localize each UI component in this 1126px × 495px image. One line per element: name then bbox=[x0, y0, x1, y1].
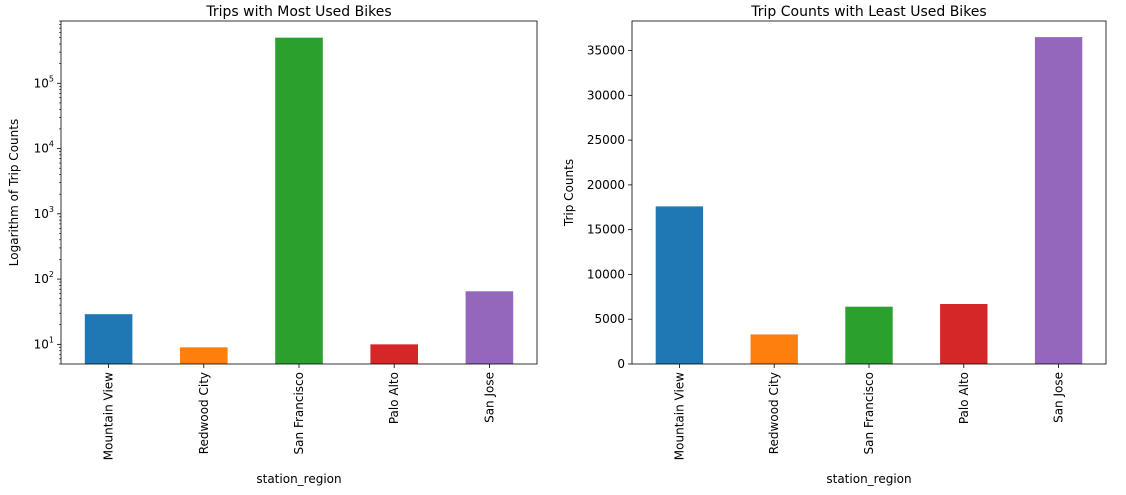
bar-san-jose bbox=[465, 291, 514, 364]
y-tick-label: 35000 bbox=[587, 44, 625, 58]
x-tick-label: Palo Alto bbox=[957, 372, 971, 424]
y-tick-label: 10000 bbox=[587, 267, 625, 281]
bar-san-francisco bbox=[845, 306, 893, 364]
bar-redwood-city bbox=[180, 347, 228, 364]
y-tick-label: 102 bbox=[34, 270, 54, 286]
chart-most-used-bikes: Trips with Most Used Bikes Mountain View R… bbox=[7, 4, 538, 486]
chart-title: Trip Counts with Least Used Bikes bbox=[750, 4, 986, 20]
y-tick-label: 105 bbox=[34, 74, 54, 90]
y-tick-label: 25000 bbox=[587, 133, 625, 147]
bar-mountain-view bbox=[655, 206, 704, 364]
y-tick-label: 30000 bbox=[587, 88, 625, 102]
y-tick-label: 104 bbox=[34, 140, 54, 156]
chart-title: Trips with Most Used Bikes bbox=[205, 4, 391, 20]
y-axis-label: Logarithm of Trip Counts bbox=[7, 119, 21, 266]
y-tick-label: 0 bbox=[617, 357, 625, 371]
bar-san-jose bbox=[1034, 37, 1083, 364]
bar-mountain-view bbox=[84, 314, 133, 364]
x-axis-label: station_region bbox=[256, 472, 341, 486]
bar-palo-alto bbox=[370, 344, 418, 364]
chart-least-used-bikes: Trip Counts with Least Used Bikes Mountai… bbox=[562, 4, 1107, 486]
x-tick-label: Mountain View bbox=[102, 372, 116, 460]
x-tick-label: Palo Alto bbox=[387, 372, 401, 424]
bar-san-francisco bbox=[275, 37, 323, 364]
bar-redwood-city bbox=[750, 334, 798, 364]
x-tick-label: San Francisco bbox=[292, 372, 306, 454]
x-tick-label: San Jose bbox=[482, 372, 496, 423]
y-tick-label: 20000 bbox=[587, 178, 625, 192]
y-tick-label: 103 bbox=[34, 205, 54, 221]
x-tick-label: Redwood City bbox=[197, 372, 211, 454]
x-tick-label: Mountain View bbox=[672, 372, 686, 460]
x-axis-label: station_region bbox=[826, 472, 911, 486]
bar-palo-alto bbox=[940, 303, 988, 364]
y-tick-label: 5000 bbox=[594, 312, 625, 326]
x-tick-label: Redwood City bbox=[767, 372, 781, 454]
x-tick-label: San Francisco bbox=[862, 372, 876, 454]
y-tick-label: 101 bbox=[34, 335, 54, 351]
y-axis-label: Trip Counts bbox=[562, 159, 576, 227]
y-tick-label: 15000 bbox=[587, 223, 625, 237]
x-tick-label: San Jose bbox=[1052, 372, 1066, 423]
